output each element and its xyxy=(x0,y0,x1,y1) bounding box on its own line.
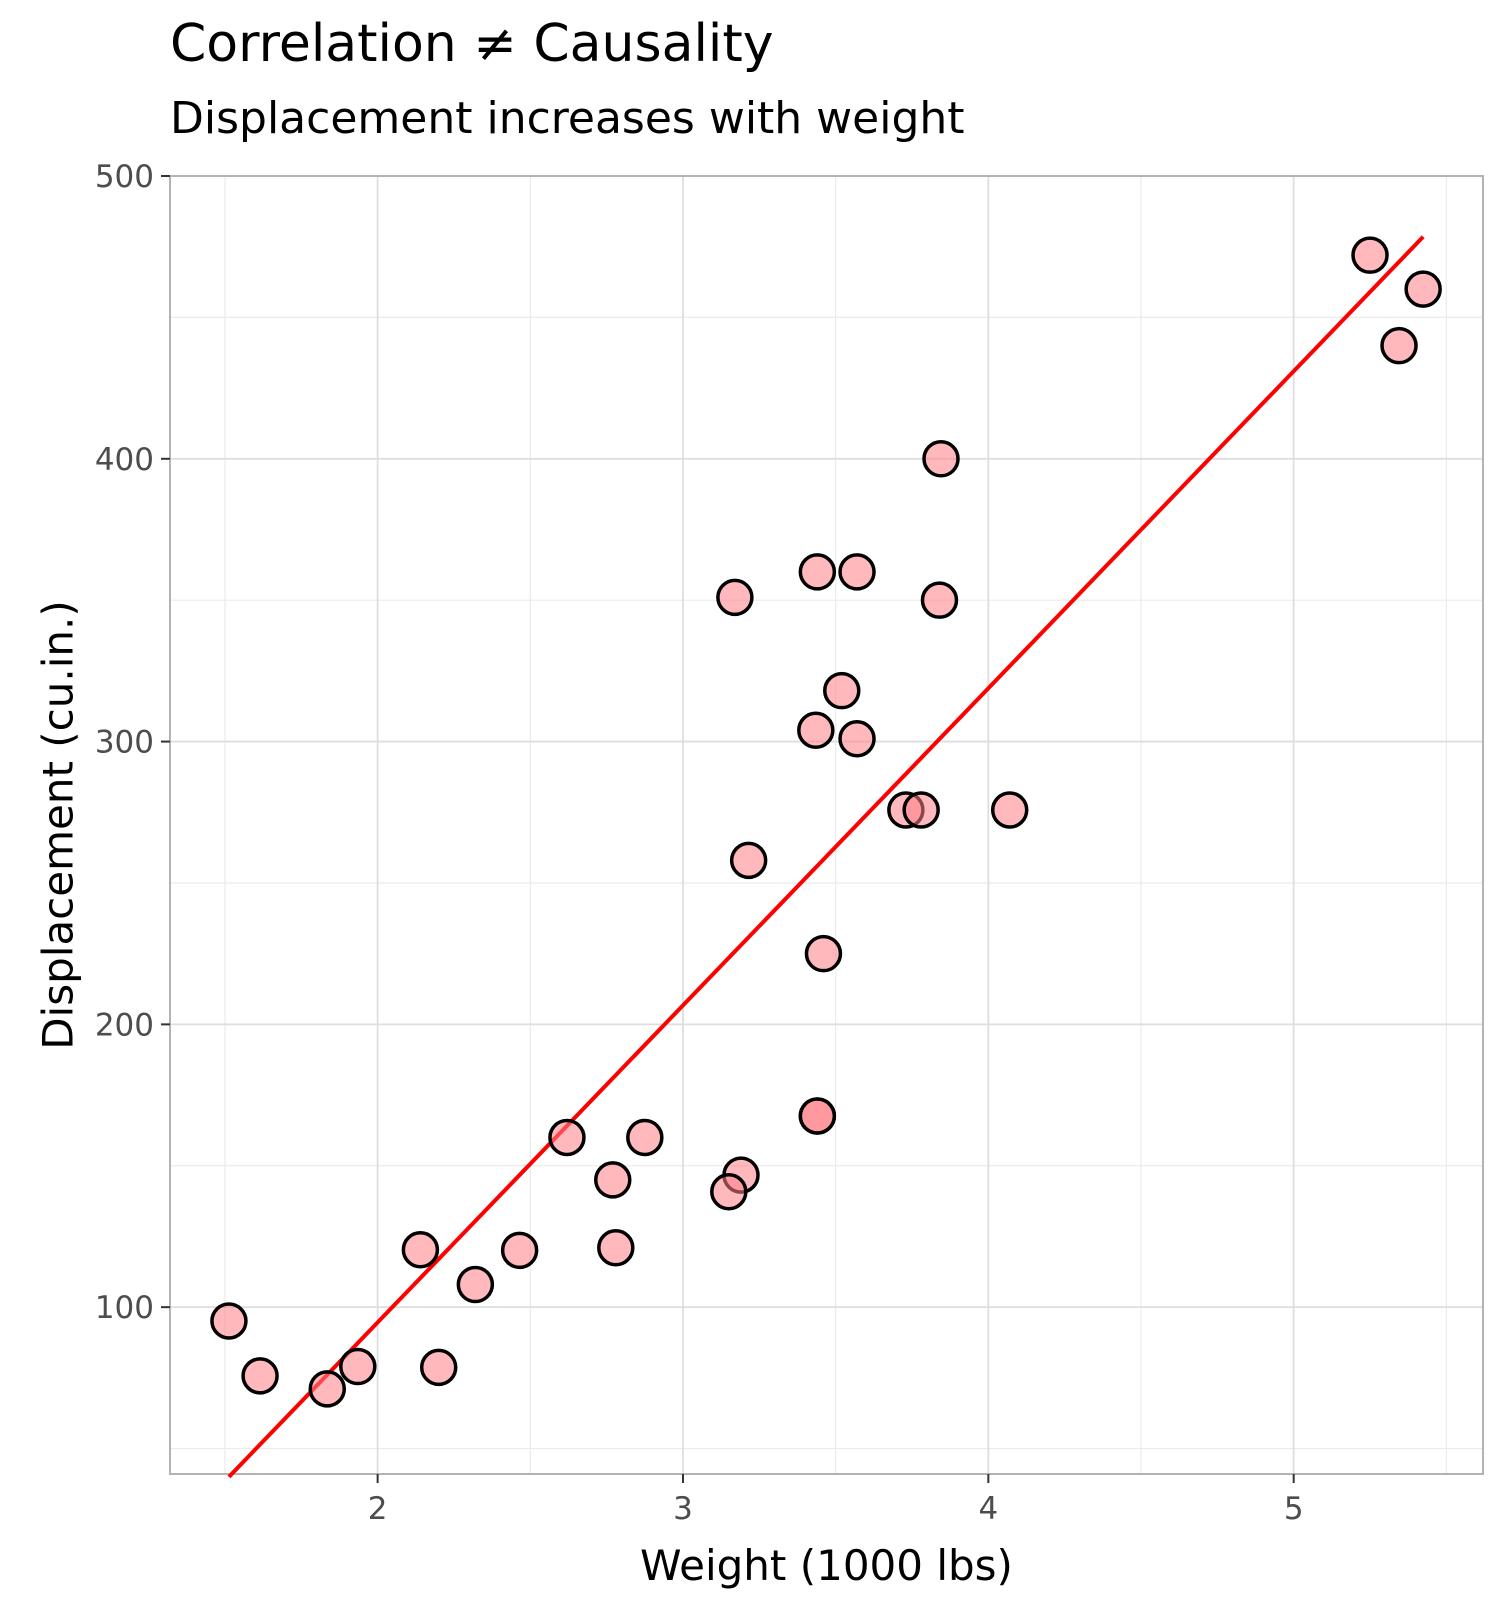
data-point xyxy=(920,581,959,619)
major-gridlines xyxy=(170,175,1483,1474)
x-tick-label: 5 xyxy=(1284,1491,1304,1527)
data-point xyxy=(1404,270,1442,308)
data-point xyxy=(401,1230,440,1269)
data-point xyxy=(419,1348,458,1387)
data-point xyxy=(922,440,960,478)
minor-gridlines xyxy=(170,176,1483,1474)
data-point xyxy=(716,578,754,617)
chart-subtitle: Displacement increases with weight xyxy=(170,93,965,144)
x-tick-label: 4 xyxy=(978,1491,998,1527)
plot-panel-border xyxy=(169,175,1484,1475)
trend-line-group xyxy=(227,235,1425,1479)
data-point xyxy=(594,1161,632,1199)
x-axis-ticks: 2 3 4 5 xyxy=(368,1474,1304,1527)
data-point xyxy=(797,711,835,750)
data-point xyxy=(798,553,837,591)
data-point xyxy=(548,1118,586,1157)
data-point xyxy=(456,1265,495,1304)
data-point xyxy=(339,1347,377,1386)
data-point xyxy=(838,719,876,758)
y-axis-title: Displacement (cu.in.) xyxy=(34,600,83,1050)
y-axis-ticks: 100 200 300 400 500 xyxy=(95,159,170,1326)
data-point xyxy=(710,1173,748,1211)
chart-title: Correlation ≠ Causality xyxy=(170,14,774,74)
data-point xyxy=(838,553,876,591)
x-axis-title: Weight (1000 lbs) xyxy=(640,1541,1013,1590)
data-point xyxy=(1351,236,1389,274)
data-point xyxy=(823,671,861,710)
y-tick-label: 100 xyxy=(95,1290,154,1326)
data-point xyxy=(1380,326,1418,365)
data-point xyxy=(626,1118,664,1157)
data-point xyxy=(729,841,768,880)
y-tick-label: 400 xyxy=(95,442,154,478)
data-point xyxy=(804,934,843,973)
data-point xyxy=(210,1302,248,1340)
x-tick-label: 2 xyxy=(368,1491,388,1527)
y-tick-label: 500 xyxy=(95,159,154,195)
data-point xyxy=(308,1370,347,1408)
data-point xyxy=(990,791,1029,829)
data-point xyxy=(798,1097,837,1135)
data-point xyxy=(241,1357,279,1395)
data-points xyxy=(210,236,1442,1408)
y-tick-label: 200 xyxy=(95,1007,154,1043)
data-point xyxy=(902,791,940,829)
data-point xyxy=(597,1229,635,1267)
y-tick-label: 300 xyxy=(95,725,154,761)
x-tick-label: 3 xyxy=(673,1491,693,1527)
data-point xyxy=(500,1231,539,1270)
trend-line xyxy=(227,235,1425,1479)
